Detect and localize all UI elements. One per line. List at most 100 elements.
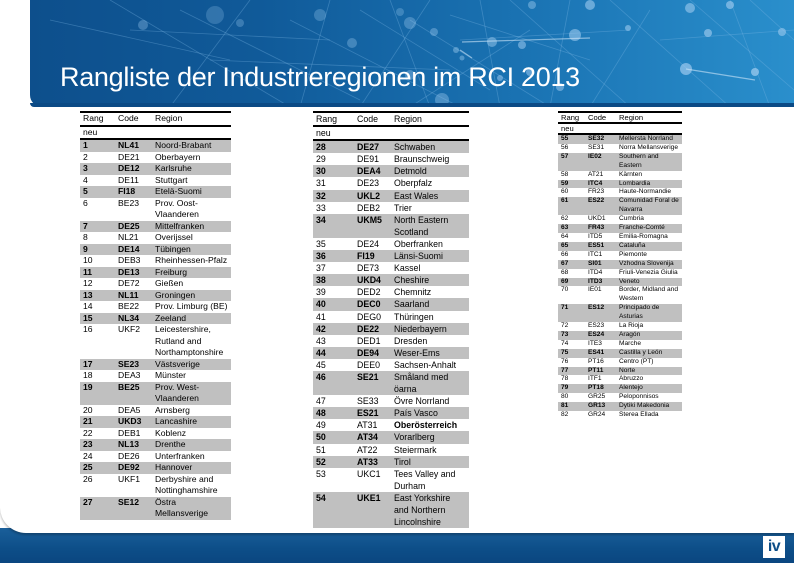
code-cell: IE02 <box>585 152 616 171</box>
iv-logo: iv <box>763 536 785 558</box>
rank-cell: 62 <box>561 215 569 223</box>
code-cell: DE27 <box>354 140 391 154</box>
code-cell: DE94 <box>354 346 391 359</box>
rank-cell: 45 <box>316 359 326 370</box>
table-row: 24 DE26 Unterfranken <box>80 451 231 463</box>
rank-cell: 27 <box>80 496 115 520</box>
rank-cell: 21 <box>80 416 115 428</box>
rank-cell: 66 <box>561 250 569 258</box>
rank-cell: 59 <box>558 179 585 189</box>
region-cell: Groningen <box>152 289 231 301</box>
table-row: 39 DED2 Chemnitz <box>313 286 469 298</box>
table-row: 13 NL11 Groningen <box>80 289 231 301</box>
rank-cell: 24 <box>83 450 93 461</box>
rank-cell: 69 <box>558 277 585 287</box>
region-cell: La Rioja <box>619 322 644 330</box>
rank-cell: 73 <box>558 330 585 340</box>
region-cell: Drenthe <box>152 439 231 451</box>
region-cell: Comunidad Foral de Navarra <box>616 197 682 216</box>
code-cell: UKE1 <box>354 491 391 529</box>
table-row: 6 BE23 Prov. Oost-Vlaanderen <box>80 198 231 221</box>
region-cell: Lombardia <box>616 179 682 189</box>
region-cell: Kärnten <box>619 170 643 178</box>
region-cell: Veneto <box>616 277 682 287</box>
ranking-table-1: Rang Code Region neu 1 NL41 Noord-Brabant 2… <box>80 111 231 520</box>
region-cell: Derbyshire and Nottinghamshire <box>155 473 218 496</box>
region-cell: Zeeland <box>152 312 231 324</box>
rank-cell: 5 <box>80 186 115 198</box>
table-row: 35 DE24 Oberfranken <box>313 238 469 250</box>
table-row: 17 SE23 Västsverige <box>80 358 231 370</box>
table-row: 41 DEG0 Thüringen <box>313 311 469 323</box>
table-row: 32 UKL2 East Wales <box>313 189 469 202</box>
region-cell: Abruzzo <box>619 375 644 383</box>
rank-cell: 7 <box>80 220 115 232</box>
region-cell: Oberösterreich <box>394 420 458 431</box>
region-cell: Friuli-Venezia Giulia <box>619 268 678 276</box>
column-header-region: Region <box>619 113 644 122</box>
table-row: 40 DEC0 Saarland <box>313 298 469 311</box>
region-cell: Border, Midland and Western <box>619 286 679 303</box>
rank-cell: 44 <box>313 346 354 359</box>
rank-cell: 61 <box>558 197 585 216</box>
code-cell: UKD3 <box>115 416 152 428</box>
table-row: 65 ES51 Cataluña <box>558 241 682 251</box>
table-row: 69 ITD3 Veneto <box>558 277 682 287</box>
rank-cell: 20 <box>83 404 93 415</box>
table-row: 56 SE31 Norra Mellansverige <box>558 144 682 153</box>
table-row: 25 DE92 Hannover <box>80 462 231 474</box>
region-cell: Kassel <box>394 263 421 274</box>
table-row: 15 NL34 Zeeland <box>80 312 231 324</box>
code-cell: DE91 <box>357 154 380 165</box>
code-cell: DE23 <box>357 178 380 189</box>
header-spacer <box>354 126 391 140</box>
table-row: 7 DE25 Mittelfranken <box>80 220 231 232</box>
region-cell: Småland med öarna <box>391 370 469 396</box>
region-cell: Alentejo <box>616 384 682 394</box>
code-cell: DEA4 <box>354 165 391 178</box>
header-spacer <box>152 126 231 140</box>
region-cell: Trier <box>394 202 412 213</box>
code-cell: NL13 <box>115 439 152 451</box>
table-row: 73 ES24 Aragón <box>558 330 682 340</box>
table-row: 31 DE23 Oberpfalz <box>313 177 469 189</box>
region-cell: Norte <box>616 366 682 376</box>
code-cell: DE92 <box>115 462 152 474</box>
rank-cell: 67 <box>558 259 585 269</box>
rank-cell: 34 <box>313 213 354 238</box>
column-header-code: Code <box>118 113 139 123</box>
rank-cell: 50 <box>313 431 354 444</box>
table-row: 16 UKF2 Leicestershire, Rutland and Northa… <box>80 324 231 359</box>
table-row: 43 DED1 Dresden <box>313 335 469 347</box>
rank-cell: 54 <box>313 491 354 529</box>
code-cell: AT33 <box>354 455 391 468</box>
region-cell: Southern and Eastern <box>616 152 682 171</box>
code-cell: IE01 <box>588 286 602 294</box>
region-cell: Cheshire <box>391 274 469 287</box>
rank-cell: 4 <box>83 174 88 185</box>
code-cell: DE24 <box>357 238 380 249</box>
rank-cell: 8 <box>83 232 88 242</box>
table-row: 2 DE21 Oberbayern <box>80 152 231 164</box>
region-cell: Övre Norrland <box>394 396 450 407</box>
region-cell: Arnsberg <box>155 404 190 415</box>
code-cell: DE21 <box>118 151 140 162</box>
rank-cell: 39 <box>316 287 326 298</box>
code-cell: ES51 <box>585 241 616 251</box>
code-cell: GR13 <box>585 402 616 412</box>
region-cell: Schwaben <box>391 140 469 154</box>
table-row: 47 SE33 Övre Norrland <box>313 395 469 407</box>
rank-cell: 25 <box>80 462 115 474</box>
region-cell: Mellersta Norrland <box>616 134 682 144</box>
region-cell: Sachsen-Anhalt <box>394 359 457 370</box>
region-cell: North Eastern Scotland <box>391 213 469 238</box>
table-body: 28 DE27 Schwaben 29 DE91 Braunschweig 30 DEA4 De… <box>313 140 469 529</box>
region-cell: Västsverige <box>152 358 231 370</box>
region-cell: Mittelfranken <box>152 220 231 232</box>
rank-cell: 52 <box>313 455 354 468</box>
table-row: 27 SE12 Östra Mellansverige <box>80 496 231 520</box>
code-cell: FR23 <box>588 188 605 196</box>
region-cell: Östra Mellansverige <box>152 496 231 520</box>
rank-cell: 9 <box>80 243 115 255</box>
header-banner: Rangliste der Industrieregionen im RCI 2… <box>30 0 794 107</box>
